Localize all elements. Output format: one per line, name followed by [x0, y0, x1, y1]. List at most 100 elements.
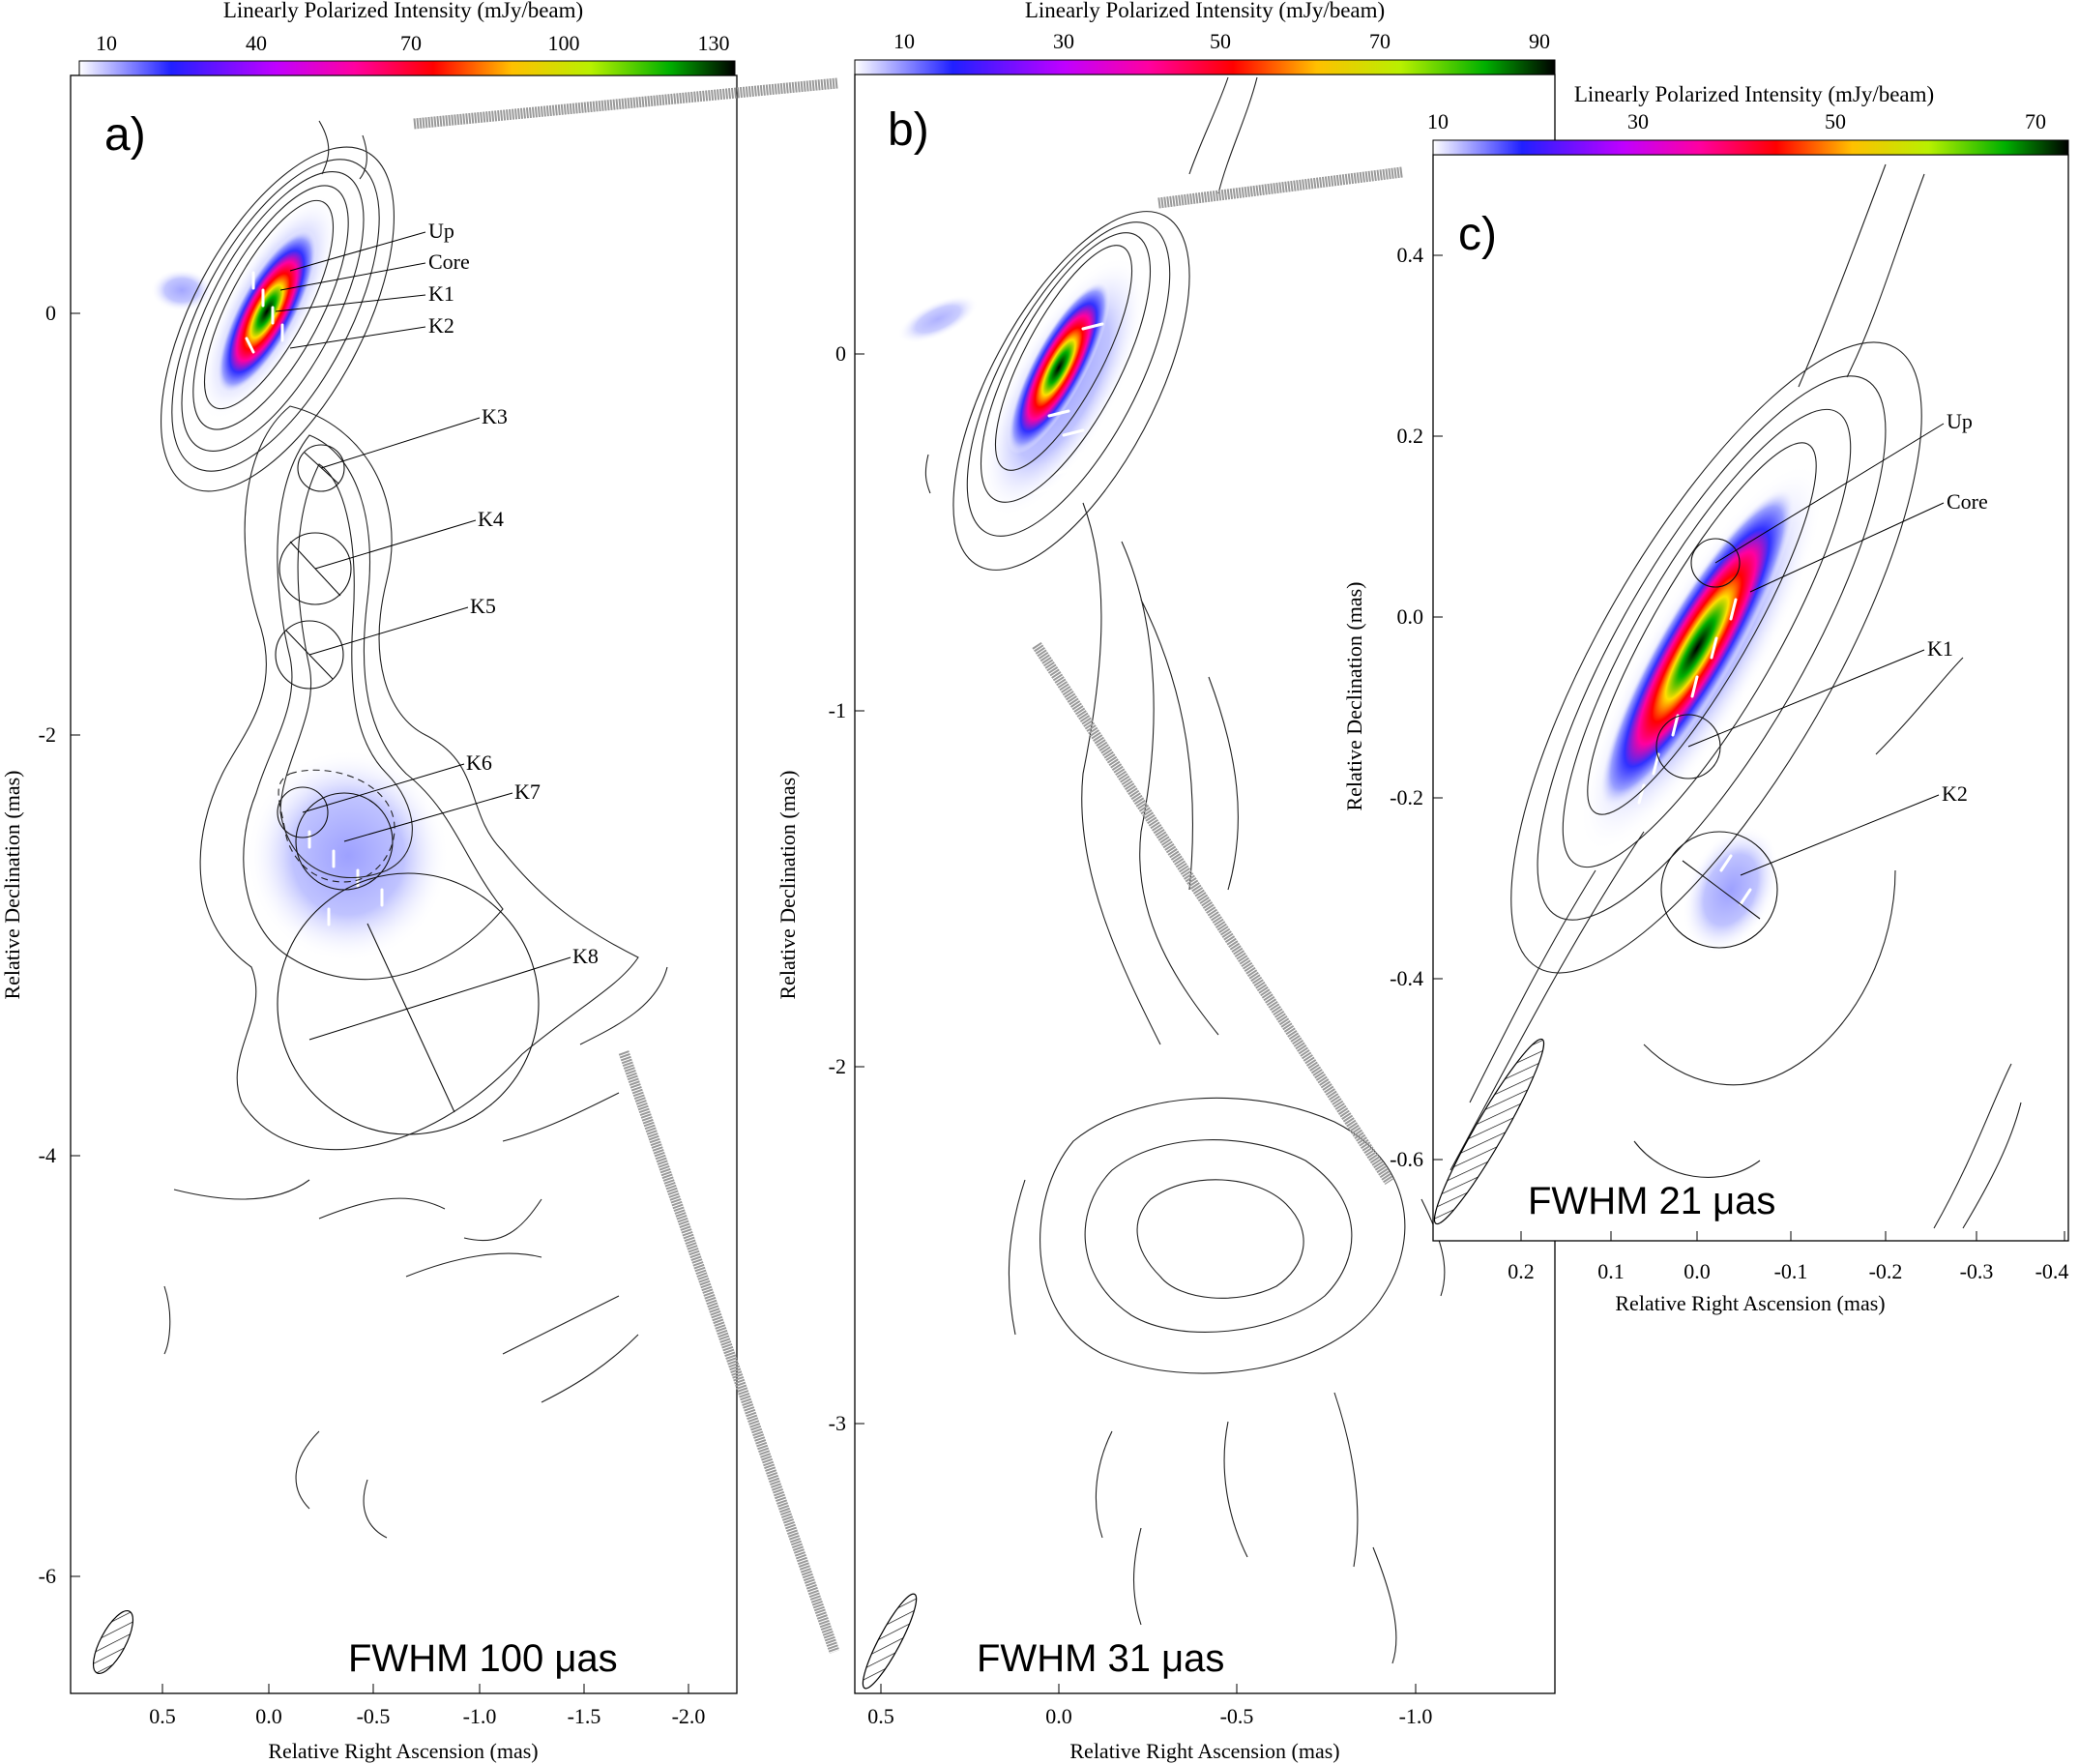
panel-c-ytick: 0.0 [1397, 604, 1424, 629]
panel-c-contours [1449, 163, 2022, 1229]
panel-b-xtick: 0.0 [1045, 1704, 1072, 1728]
panel-c-colorbar-tick: 10 [1427, 109, 1449, 133]
panel-a-xlabel: Relative Right Ascension (mas) [268, 1739, 538, 1763]
knot-label-k2: K2 [428, 313, 454, 338]
panel-b-colorbar-tick: 10 [893, 29, 915, 53]
panel-c-pol-core [1598, 487, 1796, 808]
panel-a: Linearly Polarized Intensity (mJy/beam) … [0, 0, 738, 1763]
panel-c-ytick: 0.4 [1397, 243, 1424, 267]
panel-a-colorbar-tick: 10 [96, 31, 117, 55]
zoom-connector-a-bottom [618, 1050, 840, 1654]
panel-a-pol-k6-region [247, 750, 450, 962]
knot-label-up: Up [428, 219, 454, 243]
knot-label-core: Core [428, 250, 470, 274]
panel-a-y-axis: 0 -2 -4 -6 Relative Declination (mas) [0, 301, 80, 1588]
knot-label-k6: K6 [466, 750, 492, 775]
panel-a-ytick: -2 [39, 722, 56, 747]
panel-c-letter: c) [1458, 209, 1497, 260]
panel-b-letter: b) [888, 104, 929, 156]
panel-b-ytick: -3 [829, 1411, 846, 1435]
panel-b-colorbar [854, 59, 1556, 75]
panel-b-pol-blob [897, 294, 979, 344]
panel-b-xtick: -0.5 [1220, 1704, 1254, 1728]
panel-c-xtick: -0.4 [2035, 1259, 2069, 1283]
panel-b-xtick: 0.5 [867, 1704, 894, 1728]
panel-b-colorbar-tick: 70 [1369, 29, 1391, 53]
panel-c-x-axis: 0.2 0.1 0.0 -0.1 -0.2 -0.3 -0.4 Relative… [1508, 1231, 2068, 1315]
knot-label-k3: K3 [482, 404, 508, 428]
panel-a-colorbar-title: Linearly Polarized Intensity (mJy/beam) [223, 0, 583, 22]
panel-b-y-axis: 0 -1 -2 -3 Relative Declination (mas) [776, 341, 864, 1435]
panel-b-ytick: -2 [829, 1054, 846, 1078]
panel-a-beam [92, 1610, 134, 1674]
zoom-connector-b-top [1157, 166, 1403, 209]
panel-b-colorbar-tick: 30 [1053, 29, 1074, 53]
panel-c-xlabel: Relative Right Ascension (mas) [1615, 1291, 1885, 1315]
panel-b-x-axis: 0.5 0.0 -0.5 -1.0 Relative Right Ascensi… [867, 1684, 1432, 1763]
panel-a-ytick: -6 [39, 1564, 56, 1588]
panel-c-colorbar-tick: 50 [1825, 109, 1846, 133]
panel-a-letter: a) [104, 109, 146, 161]
knot-label-k8: K8 [572, 944, 599, 968]
zoom-connectors [413, 77, 1403, 1654]
panel-b-ytick: 0 [835, 341, 846, 366]
panel-b-evpa-vectors [1033, 322, 1104, 495]
panel-c-ytick: 0.2 [1397, 424, 1424, 448]
panel-b-colorbar-tick: 50 [1210, 29, 1231, 53]
panel-a-xtick: -0.5 [357, 1704, 391, 1728]
knot-label-k1: K1 [428, 281, 454, 306]
panel-c-colorbar-title: Linearly Polarized Intensity (mJy/beam) [1574, 82, 1934, 106]
panel-a-colorbar [78, 60, 736, 76]
knot-label-k5: K5 [470, 594, 496, 618]
panel-b-beam [862, 1593, 918, 1690]
panel-c-xtick: -0.3 [1960, 1259, 1994, 1283]
panel-b-xlabel: Relative Right Ascension (mas) [1069, 1739, 1339, 1763]
panel-b-ylabel: Relative Declination (mas) [776, 770, 800, 999]
panel-c-knot-circles [1655, 538, 1778, 949]
panel-a-ytick: -4 [39, 1143, 56, 1167]
panel-b-xtick: -1.0 [1399, 1704, 1433, 1728]
panel-a-evpa-vectors [245, 271, 384, 926]
panel-a-colorbar-tick: 70 [400, 31, 422, 55]
panel-a-ylabel: Relative Declination (mas) [0, 770, 24, 999]
panel-a-colorbar-tick: 40 [246, 31, 267, 55]
knot-label-up: Up [1947, 409, 1973, 433]
panel-a-colorbar-tick: 130 [698, 31, 730, 55]
panel-c-ylabel: Relative Declination (mas) [1342, 581, 1366, 810]
zoom-connector-b-bottom [1032, 641, 1394, 1186]
panel-c-evpa-vectors [1637, 598, 1752, 906]
panel-c-y-axis: 0.4 0.2 0.0 -0.2 -0.4 -0.6 Relative Decl… [1342, 243, 1443, 1171]
knot-label-k2: K2 [1942, 781, 1968, 806]
panel-a-xtick: -2.0 [672, 1704, 706, 1728]
panel-c-ytick: -0.2 [1390, 785, 1423, 809]
panel-c-pol-k2-region [1682, 825, 1780, 955]
panel-c-xtick: -0.1 [1774, 1259, 1808, 1283]
panel-c-xtick: -0.2 [1869, 1259, 1903, 1283]
panel-a-xtick: 0.5 [149, 1704, 176, 1728]
panel-c-colorbar [1432, 139, 2069, 156]
panel-a-fwhm: FWHM 100 μas [348, 1637, 618, 1680]
panel-a-knot-labels: Up Core K1 K2 K3 K4 K5 K6 K7 K8 [275, 219, 599, 1041]
panel-a-xtick: 0.0 [255, 1704, 282, 1728]
panel-a-ytick: 0 [45, 301, 56, 325]
panel-c-colorbar-tick: 70 [2025, 109, 2046, 133]
panel-a-xtick: -1.0 [463, 1704, 497, 1728]
panel-c: Linearly Polarized Intensity (mJy/beam) … [1342, 82, 2069, 1315]
knot-label-k4: K4 [478, 507, 504, 531]
panel-a-x-axis: 0.5 0.0 -0.5 -1.0 -1.5 -2.0 Relative Rig… [149, 1684, 705, 1763]
panel-c-xtick: 0.2 [1508, 1259, 1535, 1283]
zoom-connector-a-top [413, 77, 838, 130]
panel-c-xtick: 0.0 [1684, 1259, 1711, 1283]
knot-label-k7: K7 [514, 779, 541, 804]
panel-a-pol-blob [151, 269, 213, 311]
knot-label-k1: K1 [1927, 636, 1953, 661]
panel-c-ytick: -0.4 [1390, 966, 1423, 990]
panel-a-xtick: -1.5 [568, 1704, 601, 1728]
panel-b-colorbar-tick: 90 [1529, 29, 1550, 53]
panel-a-knot-circles [275, 444, 540, 1135]
panel-b-contours [924, 76, 1446, 1664]
panel-b-fwhm: FWHM 31 μas [977, 1637, 1224, 1680]
panel-c-knot-labels: Up Core K1 K2 [1687, 409, 1988, 876]
panel-b-ytick: -1 [829, 698, 846, 722]
